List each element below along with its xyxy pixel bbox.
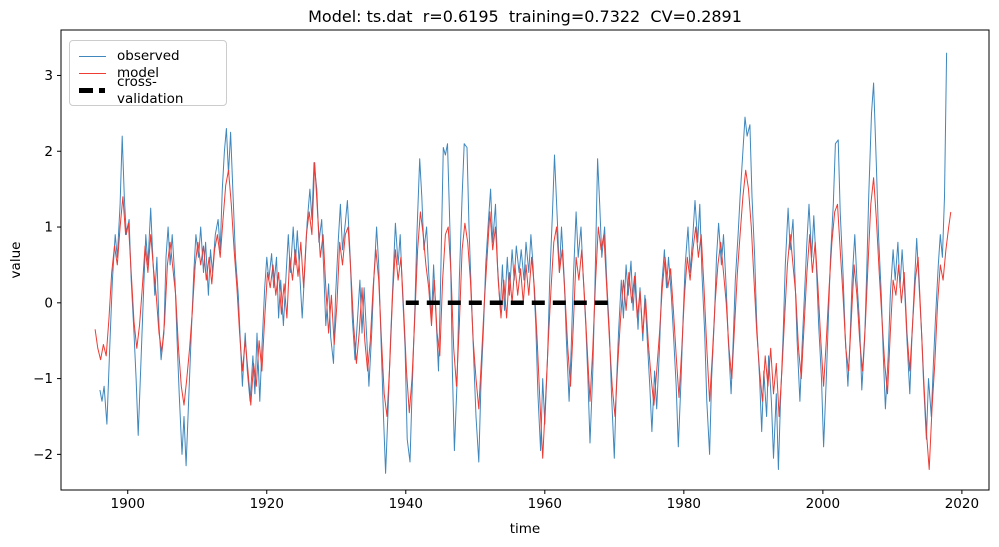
y-tick-label: −2 <box>33 447 53 463</box>
y-tick-label: −1 <box>33 371 53 387</box>
legend-entry-observed: observed <box>79 48 216 65</box>
dashed-line-icon <box>79 88 106 93</box>
legend: observed model cross-validation <box>69 40 227 107</box>
y-tick-label: 1 <box>44 220 53 236</box>
x-tick-label: 1940 <box>389 496 423 512</box>
observed-series-line <box>99 52 948 474</box>
legend-label-cross-validation: cross-validation <box>117 73 184 107</box>
x-tick-label: 2020 <box>945 496 979 512</box>
x-tick-label: 1900 <box>111 496 145 512</box>
legend-label-observed: observed <box>117 48 180 64</box>
observed-line-icon <box>79 56 106 57</box>
chart-title: Model: ts.dat r=0.6195 training=0.7322 C… <box>308 7 742 26</box>
y-tick-label: 0 <box>44 295 53 311</box>
x-tick-label: 1980 <box>667 496 701 512</box>
x-axis-label: time <box>509 521 541 537</box>
y-tick-label: 2 <box>44 144 53 160</box>
legend-label-model: model <box>117 65 160 81</box>
x-tick-label: 1960 <box>528 496 562 512</box>
x-tick-label: 2000 <box>806 496 840 512</box>
axes-frame <box>60 29 990 491</box>
legend-entry-cross-validation: cross-validation <box>79 74 216 107</box>
x-tick-label: 1920 <box>250 496 284 512</box>
model-line-icon <box>79 73 106 74</box>
y-tick-label: 3 <box>44 68 53 84</box>
legend-entry-model: model <box>79 65 216 82</box>
